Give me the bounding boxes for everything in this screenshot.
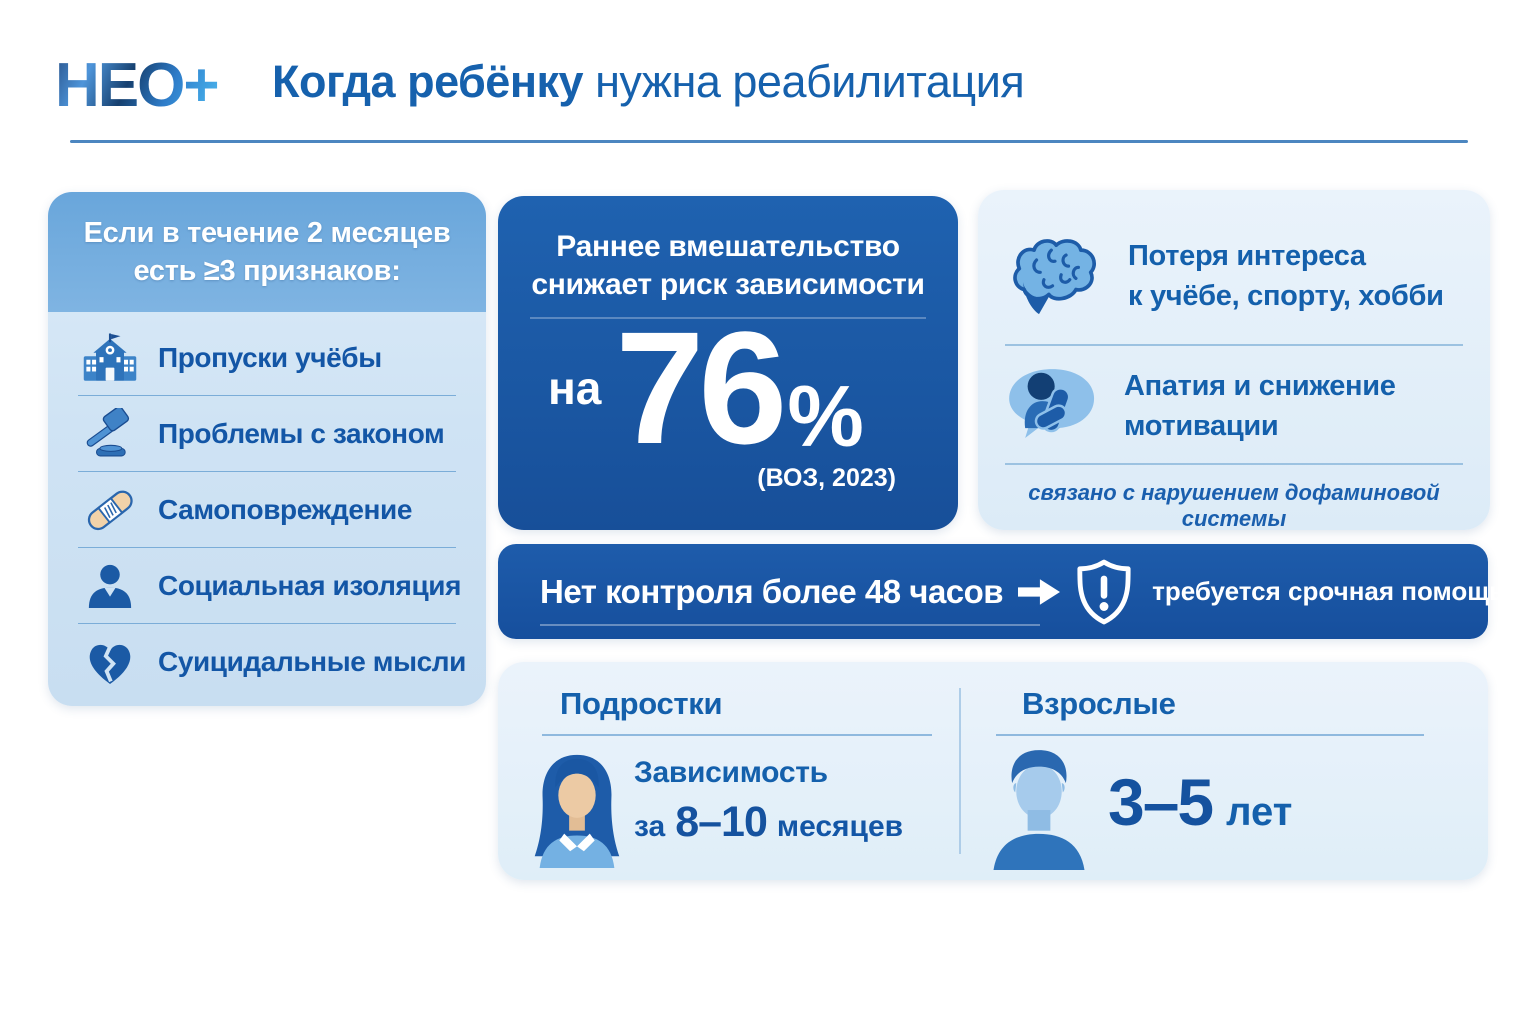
- list-item: Суицидальные мысли: [48, 624, 486, 700]
- school-icon: [82, 329, 138, 387]
- teens-underline: [542, 734, 932, 736]
- alert-bar: Нет контроля более 48 часов требуется ср…: [498, 544, 1505, 639]
- signs-heading-line2: есть ≥3 признаков:: [133, 254, 401, 287]
- stat-value-row: на 76 %: [548, 298, 864, 477]
- teens-heading: Подростки: [560, 686, 723, 721]
- arrow-right-icon: [1018, 577, 1061, 607]
- adults-text: 3–5 лет: [1108, 764, 1292, 840]
- symptoms-divider: [1005, 463, 1463, 465]
- alert-suffix-bold: срочная помощь: [1280, 576, 1506, 606]
- stat-value: 76: [615, 298, 787, 477]
- list-item-label: Пропуски учёбы: [158, 342, 382, 373]
- timeline-divider: [959, 688, 961, 854]
- adults-range: 3–5: [1108, 765, 1214, 839]
- signs-list: Пропуски учёбы Проблемы с законом: [48, 312, 486, 700]
- stat-heading-line1: Раннее вмешательство: [556, 230, 900, 263]
- stat-source: (ВОЗ, 2023): [757, 464, 896, 492]
- teens-prefix: за: [634, 810, 666, 843]
- signs-panel-heading: Если в течение 2 месяцев есть ≥3 признак…: [48, 192, 486, 312]
- list-item-label: Проблемы с законом: [158, 418, 445, 449]
- bandage-icon: [82, 481, 138, 539]
- alert-underline: [540, 624, 1040, 626]
- symptom-line1: Апатия и снижение: [1124, 369, 1396, 402]
- alert-suffix: требуется срочная помощь: [1152, 576, 1505, 607]
- stat-heading-line2: снижает риск зависимости: [531, 268, 925, 302]
- broken-heart-icon: [82, 633, 138, 691]
- adults-underline: [996, 734, 1424, 736]
- page-title: Когда ребёнку нужна реабилитация: [272, 56, 1025, 108]
- page-title-regular: нужна реабилитация: [583, 56, 1025, 107]
- neo-plus-logo: НЕО+: [55, 51, 220, 120]
- timeline-panel: Подростки Зависимость за 8–10 месяцев Вз…: [498, 662, 1488, 880]
- apathy-icon: [1000, 358, 1102, 454]
- header-divider: [70, 140, 1468, 143]
- brain-icon: [1004, 228, 1106, 324]
- list-item-label: Социальная изоляция: [158, 570, 462, 601]
- symptom-text: Апатия и снижение мотивации: [1124, 366, 1396, 446]
- teen-girl-icon: [526, 750, 628, 868]
- list-item: Пропуски учёбы: [48, 320, 486, 396]
- list-item: Социальная изоляция: [48, 548, 486, 624]
- stat-divider: [530, 316, 926, 319]
- teens-suffix: месяцев: [776, 810, 904, 843]
- teens-range: 8–10: [675, 798, 768, 846]
- symptoms-panel: Потеря интереса к учёбе, спорту, хобби А…: [978, 190, 1490, 531]
- adults-suffix: лет: [1226, 790, 1293, 834]
- symptom-item: Потеря интереса к учёбе, спорту, хобби: [1004, 228, 1444, 324]
- teens-text: Зависимость за 8–10 месяцев: [634, 756, 903, 847]
- stat-heading: Раннее вмешательство снижает риск зависи…: [498, 228, 958, 305]
- alert-text: Нет контроля более 48 часов: [540, 572, 1004, 610]
- adults-heading: Взрослые: [1022, 686, 1176, 721]
- adult-man-icon: [984, 748, 1094, 870]
- gavel-icon: [82, 405, 138, 463]
- page-title-bold: Когда ребёнку: [272, 56, 584, 107]
- list-item: Самоповреждение: [48, 472, 486, 548]
- symptom-item: Апатия и снижение мотивации: [1000, 358, 1396, 454]
- symptom-text: Потеря интереса к учёбе, спорту, хобби: [1128, 236, 1444, 316]
- alert-suffix-regular: требуется: [1152, 576, 1281, 606]
- list-item-label: Самоповреждение: [158, 494, 413, 525]
- symptom-line2: к учёбе, спорту, хобби: [1128, 280, 1444, 312]
- symptoms-footnote: связано с нарушением дофаминовой системы: [1028, 480, 1440, 531]
- list-item: Проблемы с законом: [48, 396, 486, 472]
- stat-prefix: на: [548, 362, 602, 414]
- teens-line1: Зависимость: [634, 756, 828, 789]
- symptoms-divider: [1005, 344, 1463, 346]
- list-item-label: Суицидальные мысли: [158, 646, 466, 677]
- signs-panel: Если в течение 2 месяцев есть ≥3 признак…: [48, 192, 486, 706]
- teens-line2: за 8–10 месяцев: [634, 798, 903, 847]
- shield-alert-icon: [1075, 557, 1133, 627]
- symptom-line1: Потеря интереса: [1128, 239, 1366, 272]
- stat-unit: %: [787, 369, 864, 466]
- signs-heading-line1: Если в течение 2 месяцев: [83, 216, 451, 249]
- person-icon: [82, 557, 138, 615]
- stat-panel: Раннее вмешательство снижает риск зависи…: [498, 196, 958, 530]
- symptom-line2: мотивации: [1124, 410, 1279, 442]
